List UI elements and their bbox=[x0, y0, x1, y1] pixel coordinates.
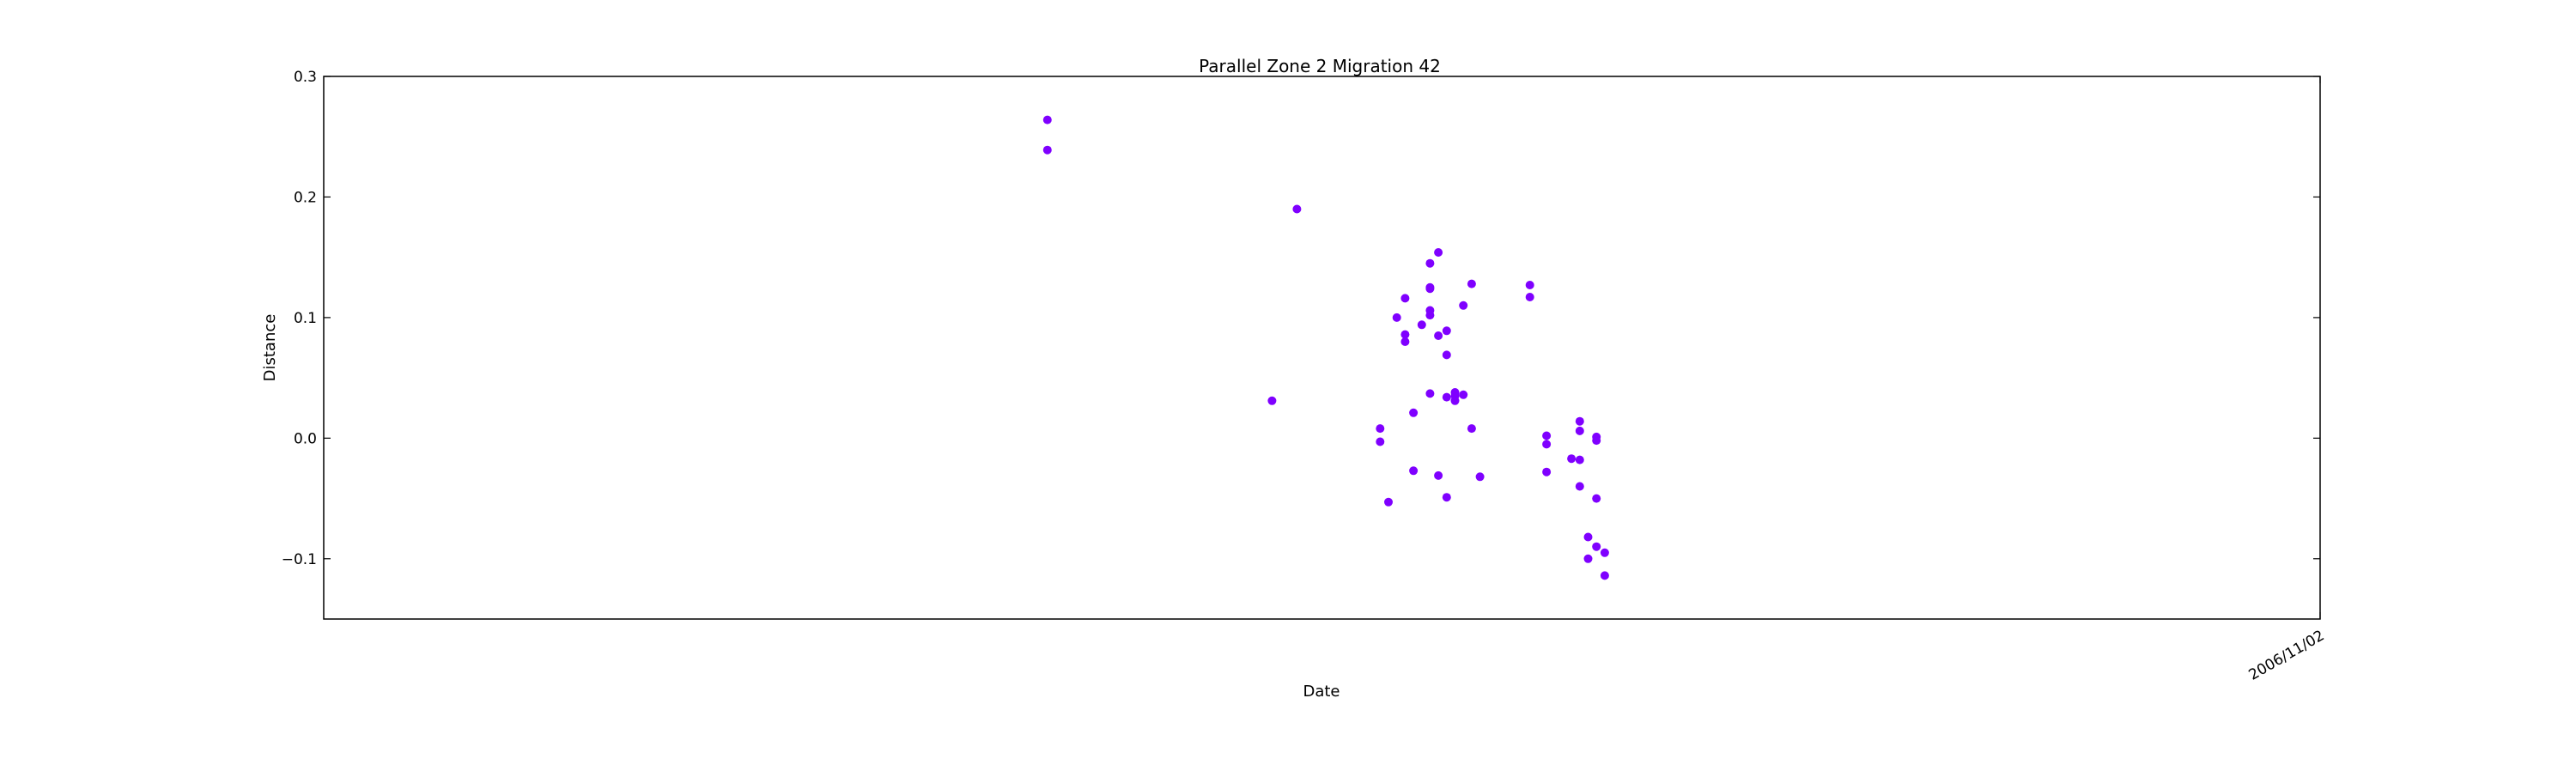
data-point bbox=[1592, 436, 1601, 446]
data-point bbox=[1583, 554, 1593, 563]
data-point bbox=[1042, 115, 1052, 124]
data-point bbox=[1467, 424, 1476, 434]
y-tick-label: 0.1 bbox=[294, 310, 317, 327]
plot-area-frame bbox=[323, 76, 2321, 620]
data-point bbox=[1392, 313, 1401, 322]
data-point bbox=[1442, 326, 1451, 336]
y-axis-label: Distance bbox=[261, 314, 279, 382]
data-point bbox=[1267, 396, 1277, 405]
data-point bbox=[1376, 424, 1385, 434]
data-point bbox=[1425, 284, 1435, 294]
data-point bbox=[1467, 279, 1476, 288]
data-point bbox=[1292, 204, 1302, 214]
data-point bbox=[1409, 408, 1419, 417]
data-point bbox=[1400, 294, 1410, 303]
data-point bbox=[1600, 571, 1609, 580]
data-point bbox=[1525, 281, 1534, 289]
data-point bbox=[1592, 542, 1601, 551]
data-point bbox=[1442, 350, 1451, 360]
data-point bbox=[1434, 331, 1443, 340]
y-tick-label: 0.0 bbox=[294, 430, 317, 447]
data-point bbox=[1425, 389, 1435, 398]
data-point bbox=[1542, 431, 1552, 440]
data-point bbox=[1600, 548, 1609, 557]
points-layer bbox=[1042, 115, 1609, 580]
x-axis-label: Date bbox=[1303, 683, 1340, 701]
data-point bbox=[1376, 437, 1385, 446]
data-point bbox=[1459, 390, 1468, 399]
y-tick-label: 0.3 bbox=[294, 69, 317, 86]
data-point bbox=[1592, 494, 1601, 503]
y-tick-label: −0.1 bbox=[282, 551, 317, 568]
data-point bbox=[1042, 145, 1052, 155]
data-point bbox=[1575, 416, 1584, 426]
data-point bbox=[1425, 258, 1435, 268]
chart-title: Parallel Zone 2 Migration 42 bbox=[1199, 56, 1441, 76]
data-point bbox=[1567, 454, 1577, 464]
data-point bbox=[1400, 330, 1410, 339]
data-point bbox=[1442, 392, 1451, 402]
data-point bbox=[1575, 455, 1584, 464]
y-tick-label: 0.2 bbox=[294, 189, 317, 206]
data-point bbox=[1575, 426, 1584, 435]
data-point bbox=[1400, 337, 1410, 346]
data-point bbox=[1575, 482, 1584, 491]
y-axis-ticks: −0.1 0.0 0.1 0.2 0.3 bbox=[282, 69, 2320, 568]
data-point bbox=[1409, 466, 1419, 476]
data-point bbox=[1475, 472, 1485, 482]
data-point bbox=[1442, 493, 1451, 502]
data-point bbox=[1542, 467, 1552, 477]
data-point bbox=[1525, 293, 1534, 301]
data-point bbox=[1434, 248, 1443, 257]
data-point bbox=[1583, 532, 1593, 542]
data-point bbox=[1434, 470, 1443, 480]
data-point bbox=[1425, 311, 1435, 320]
data-point bbox=[1459, 300, 1468, 310]
data-point bbox=[1417, 320, 1426, 330]
data-point bbox=[1450, 396, 1460, 405]
data-point bbox=[1384, 497, 1393, 507]
data-point bbox=[1542, 440, 1552, 449]
